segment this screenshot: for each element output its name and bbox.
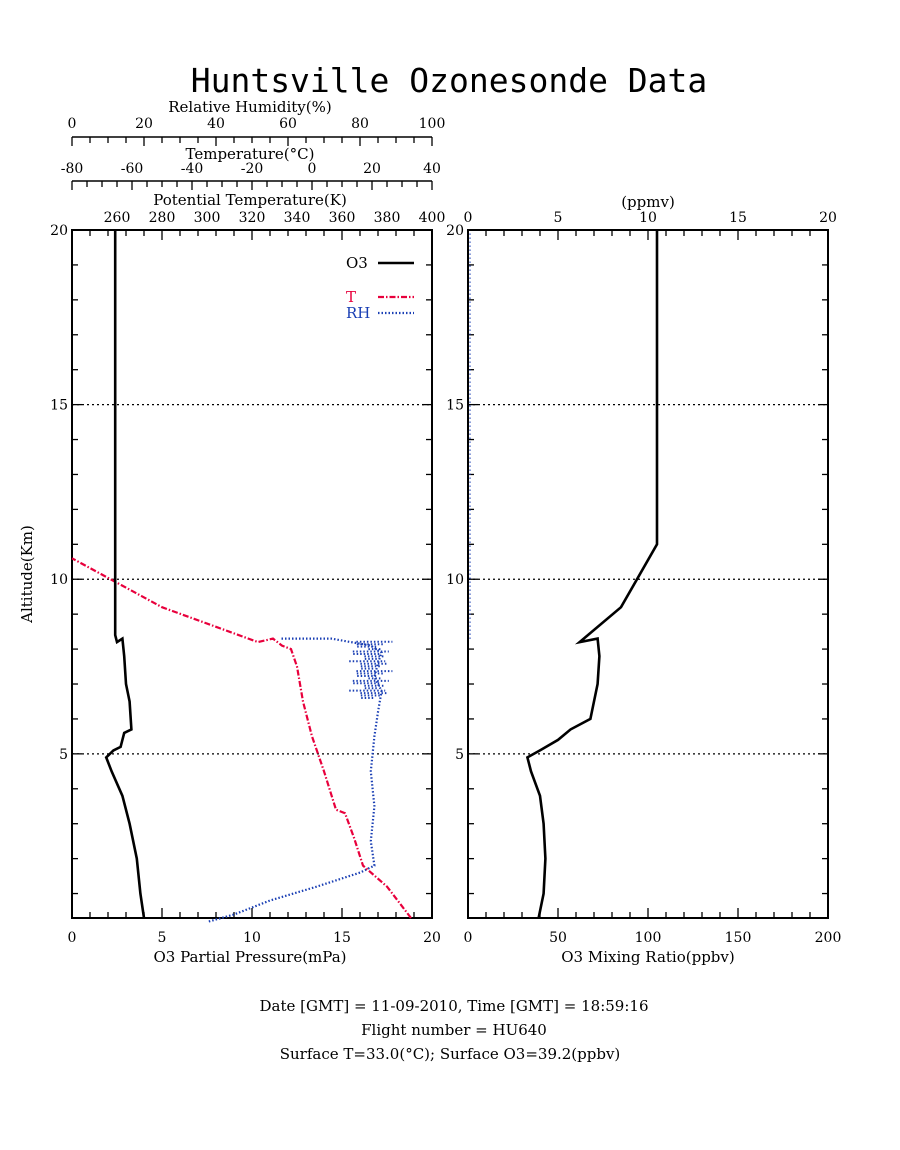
plot-frame — [467, 229, 829, 919]
temperature-axis-tick-label: -40 — [181, 161, 204, 177]
x-tick-label: 50 — [549, 930, 567, 946]
ppmv-tick-label: 5 — [554, 210, 563, 226]
series-rh — [208, 637, 383, 923]
temperature-axis-label: Temperature(°C) — [186, 145, 315, 163]
temperature-axis-tick-label: 0 — [308, 161, 317, 177]
temperature-axis-tick-label: 40 — [423, 161, 441, 177]
temperature-axis-tick-label: -80 — [61, 161, 84, 177]
legend-label-rh: RH — [346, 304, 370, 322]
potential-temperature-tick-label: 400 — [419, 210, 446, 226]
rh-axis-tick-label: 100 — [419, 116, 446, 132]
y-tick-label: 10 — [446, 572, 464, 588]
potential-temperature-tick-label: 360 — [329, 210, 356, 226]
potential-temperature-tick-label: 280 — [149, 210, 176, 226]
y-tick-label: 5 — [455, 747, 464, 763]
ppmv-axis-label: (ppmv) — [621, 193, 675, 211]
temperature-axis-tick-label: -60 — [121, 161, 144, 177]
x-axis-label-o3-mixing-ratio: O3 Mixing Ratio(ppbv) — [561, 948, 734, 966]
x-tick-label: 200 — [815, 930, 842, 946]
temperature-axis-tick-label: -20 — [241, 161, 264, 177]
x-tick-label: 0 — [464, 930, 473, 946]
footer-date-time: Date [GMT] = 11-09-2010, Time [GMT] = 18… — [259, 997, 648, 1015]
y-tick-label: 20 — [446, 223, 464, 239]
y-tick-label: 15 — [446, 398, 464, 414]
y-tick-label: 20 — [50, 223, 68, 239]
rh-axis-tick-label: 0 — [68, 116, 77, 132]
x-tick-label: 0 — [68, 930, 77, 946]
footer-surface-values: Surface T=33.0(°C); Surface O3=39.2(ppbv… — [280, 1045, 621, 1063]
potential-temperature-tick-label: 380 — [374, 210, 401, 226]
x-tick-label: 10 — [243, 930, 261, 946]
series-o3 — [104, 230, 146, 919]
series-temperature — [71, 557, 412, 919]
footer-flight-number: Flight number = HU640 — [361, 1021, 547, 1039]
ppmv-tick-label: 0 — [464, 210, 473, 226]
rh-axis-tick-label: 60 — [279, 116, 297, 132]
y-tick-label: 15 — [50, 398, 68, 414]
potential-temperature-axis-label: Potential Temperature(K) — [153, 191, 347, 209]
y-tick-label: 10 — [50, 572, 68, 588]
temperature-axis-tick-label: 20 — [363, 161, 381, 177]
potential-temperature-tick-label: 320 — [239, 210, 266, 226]
rh-axis-label: Relative Humidity(%) — [168, 98, 331, 116]
rh-axis-tick-label: 40 — [207, 116, 225, 132]
x-axis-label-o3-partial-pressure: O3 Partial Pressure(mPa) — [153, 948, 346, 966]
potential-temperature-tick-label: 300 — [194, 210, 221, 226]
rh-axis-tick-label: 20 — [135, 116, 153, 132]
ppmv-tick-label: 15 — [729, 210, 747, 226]
chart-title: Huntsville Ozonesonde Data — [191, 61, 708, 100]
ppmv-tick-label: 20 — [819, 210, 837, 226]
ppmv-tick-label: 10 — [639, 210, 657, 226]
x-tick-label: 5 — [158, 930, 167, 946]
potential-temperature-tick-label: 340 — [284, 210, 311, 226]
potential-temperature-tick-label: 260 — [104, 210, 131, 226]
y-tick-label: 5 — [59, 747, 68, 763]
series-o3-mixing-ratio — [525, 230, 659, 919]
rh-axis-tick-label: 80 — [351, 116, 369, 132]
legend-label-t: T — [346, 288, 356, 306]
x-tick-label: 150 — [725, 930, 752, 946]
left-chart: 5 10 15 20 0 5 10 15 20 O3 Partial Pressure(mPa) A… — [18, 98, 445, 966]
y-axis-label: Altitude(Km) — [18, 525, 36, 624]
x-tick-label: 100 — [635, 930, 662, 946]
legend-label-o3: O3 — [346, 254, 368, 272]
x-tick-label: 20 — [423, 930, 441, 946]
x-tick-label: 15 — [333, 930, 351, 946]
